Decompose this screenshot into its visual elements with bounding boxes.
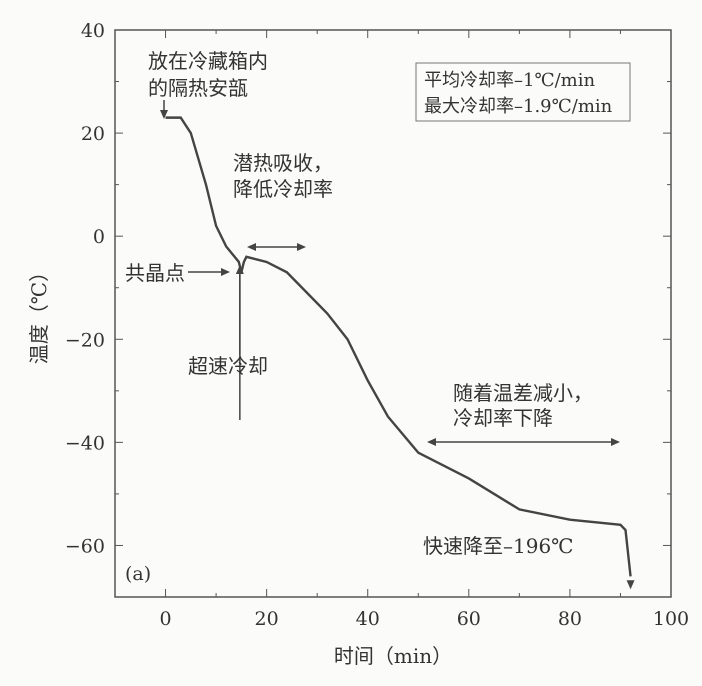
- temperature-curve: [165, 116, 632, 577]
- annotation-text: 的隔热安瓿: [148, 76, 248, 100]
- y-tick-label: 0: [93, 226, 105, 248]
- arrow-head: [247, 243, 256, 251]
- x-axis-label: 时间（min）: [334, 644, 452, 668]
- x-tick-label: 0: [159, 608, 171, 630]
- arrow-head: [221, 268, 230, 276]
- annotation-text: 随着温差减小，: [453, 381, 593, 405]
- x-tick-label: 20: [255, 608, 279, 630]
- x-tick-label: 100: [653, 608, 689, 630]
- annotation-text: 快速降至–196℃: [423, 534, 574, 558]
- x-tick-label: 40: [356, 608, 380, 630]
- y-tick-label: 20: [81, 123, 105, 145]
- arrow-head: [297, 243, 306, 251]
- annotation-text: 冷却率下降: [453, 406, 553, 430]
- arrow-head: [235, 265, 244, 274]
- annotation-text: 超速冷却: [188, 354, 268, 378]
- y-axis-label: 温度（℃）: [27, 262, 51, 364]
- y-tick-label: −20: [65, 329, 105, 351]
- arrow-head: [626, 580, 635, 590]
- annotation-text: 潜热吸收，: [233, 151, 333, 175]
- annotation-text: 降低冷却率: [233, 177, 333, 201]
- plot-frame: [114, 29, 672, 598]
- panel-label: (a): [125, 563, 151, 585]
- x-tick-label: 60: [457, 608, 481, 630]
- y-tick-label: −40: [65, 432, 105, 454]
- legend-line: 平均冷却率–1℃/min: [424, 70, 595, 91]
- annotation-text: 共晶点: [125, 261, 185, 285]
- x-tick-label: 80: [558, 608, 582, 630]
- arrow-head: [427, 438, 436, 446]
- arrow-head: [611, 438, 620, 446]
- arrow-head: [160, 110, 168, 119]
- y-tick-label: 40: [81, 20, 105, 42]
- legend-line: 最大冷却率–1.9℃/min: [424, 96, 613, 117]
- annotation-text: 放在冷藏箱内: [148, 49, 268, 73]
- legend-box: [415, 62, 631, 122]
- y-tick-label: −60: [65, 535, 105, 557]
